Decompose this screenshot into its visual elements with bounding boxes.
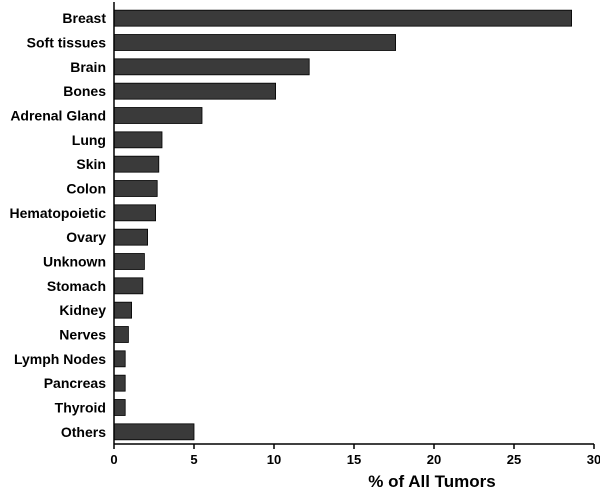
x-tick-label: 10 [267, 452, 281, 467]
category-labels-group: Breast Soft tissues Brain Bones Adrenal Glan… [10, 10, 107, 440]
category-label: Unknown [43, 254, 106, 270]
x-tick-label: 20 [427, 452, 441, 467]
bar-colon [113, 180, 158, 197]
bar-pancreas [113, 374, 126, 392]
x-axis-title: % of All Tumors [368, 472, 496, 491]
bar-adrenal-gland [113, 107, 203, 124]
category-label: Hematopoietic [10, 205, 107, 221]
category-label: Lymph Nodes [14, 351, 106, 367]
bar-nerves [113, 326, 129, 343]
category-label: Others [61, 424, 106, 440]
bar-kidney [113, 301, 133, 319]
bar-hematopoietic [113, 204, 156, 222]
category-label: Skin [76, 156, 106, 172]
category-label: Brain [70, 59, 106, 75]
category-label: Thyroid [55, 400, 106, 416]
bar-lung [113, 131, 163, 149]
category-label: Lung [72, 132, 106, 148]
bar-soft-tissues [113, 34, 397, 51]
category-label: Colon [66, 181, 106, 197]
x-ticks-group: 0 5 10 15 20 25 30 [110, 444, 600, 467]
category-label: Nerves [59, 327, 106, 343]
bar-ovary [113, 228, 148, 246]
bar-others [113, 423, 195, 441]
x-tick-label: 30 [587, 452, 600, 467]
bars-group [113, 9, 573, 441]
bar-bones [113, 82, 277, 100]
bar-unknown [113, 253, 145, 270]
x-tick-label: 25 [507, 452, 521, 467]
x-tick-label: 5 [190, 452, 197, 467]
x-tick-label: 0 [110, 452, 117, 467]
category-label: Breast [62, 10, 106, 26]
category-label: Stomach [47, 278, 106, 294]
category-label: Bones [63, 83, 106, 99]
category-label: Adrenal Gland [10, 108, 106, 124]
bar-thyroid [113, 399, 126, 416]
bar-breast [113, 9, 573, 27]
x-tick-label: 15 [347, 452, 361, 467]
bar-skin [113, 155, 160, 173]
category-label: Kidney [59, 302, 106, 318]
category-label: Ovary [66, 229, 106, 245]
category-label: Soft tissues [27, 35, 107, 51]
bar-stomach [113, 277, 144, 295]
category-label: Pancreas [44, 375, 106, 391]
bar-lymph-nodes [113, 350, 126, 368]
bar-brain [113, 58, 310, 76]
